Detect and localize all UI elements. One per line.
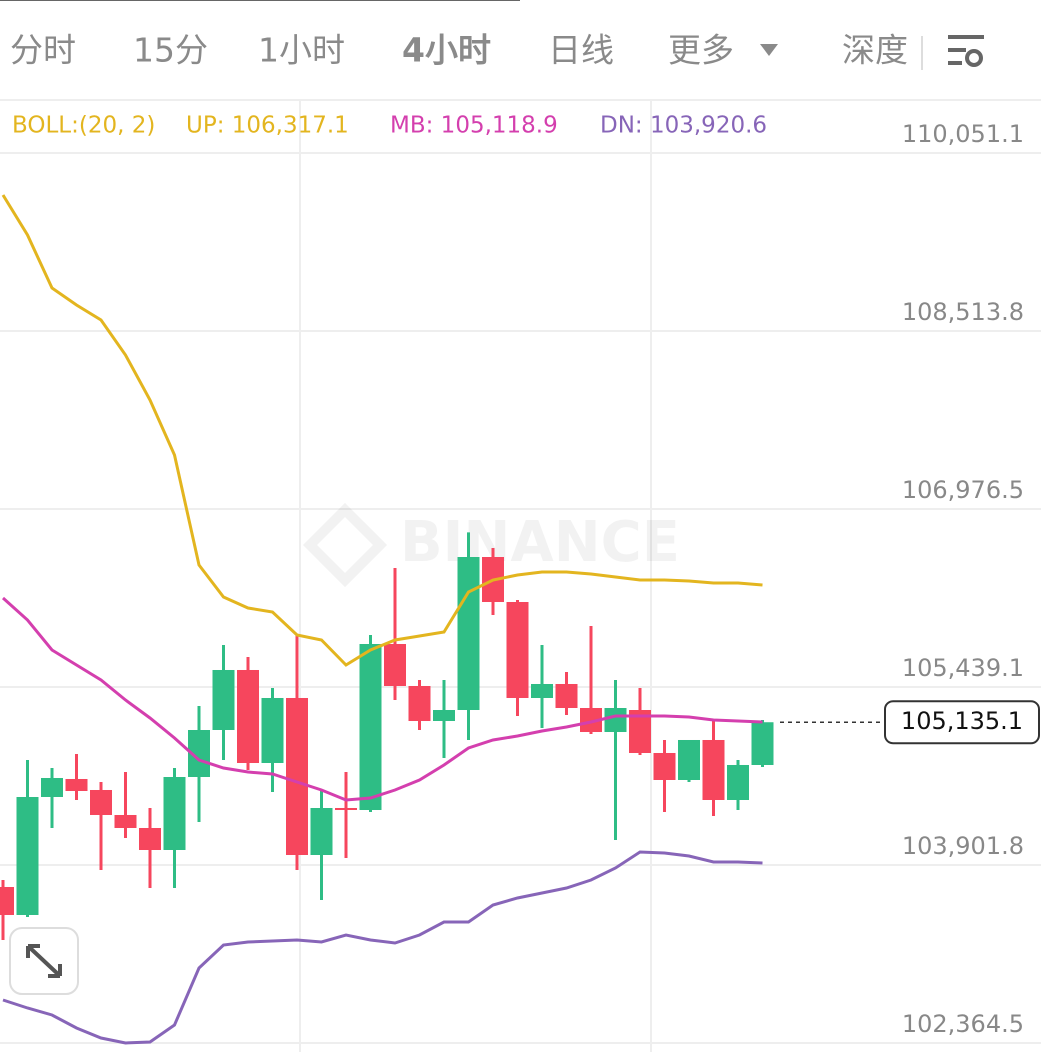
y-tick-label: 108,513.8 bbox=[902, 298, 1024, 326]
tab[interactable]: 1小时 bbox=[258, 31, 345, 70]
watermark-logo bbox=[302, 502, 388, 588]
candle-body bbox=[604, 707, 627, 733]
legend-entry: MB: 105,118.9 bbox=[390, 113, 558, 139]
y-tick-label: 105,439.1 bbox=[902, 654, 1024, 682]
candle-body bbox=[139, 827, 161, 850]
candle-body bbox=[702, 739, 725, 800]
boll-line bbox=[1, 194, 763, 667]
last-price-label: 105,135.1 bbox=[901, 707, 1023, 735]
legend-entry: UP: 106,317.1 bbox=[186, 113, 349, 139]
watermark: BINANCE bbox=[400, 510, 680, 575]
candle-body bbox=[188, 730, 210, 778]
y-tick-label: 106,976.5 bbox=[902, 476, 1024, 504]
candle-body bbox=[163, 777, 186, 850]
dropdown-arrow bbox=[760, 44, 778, 56]
candle-body bbox=[212, 669, 235, 731]
tab-bar: 分时 15分 1小时 4小时 日线 更多 深度 bbox=[0, 31, 1041, 101]
candle-body bbox=[237, 669, 259, 764]
expand-icon bbox=[26, 944, 62, 978]
candle-body bbox=[555, 683, 578, 708]
tab[interactable]: 更多 bbox=[668, 31, 734, 70]
boll-line bbox=[2, 850, 763, 1045]
candle-body bbox=[751, 722, 774, 765]
candle-body bbox=[335, 807, 357, 811]
y-tick-label: 102,364.5 bbox=[902, 1010, 1024, 1038]
tab[interactable]: 15分 bbox=[133, 31, 208, 70]
candle-body bbox=[457, 557, 480, 711]
candle-body bbox=[727, 764, 749, 800]
candle-body bbox=[408, 685, 431, 722]
tab[interactable]: 分时 bbox=[10, 31, 76, 70]
candle-body bbox=[114, 814, 137, 828]
candle-body bbox=[653, 752, 676, 780]
indicator-label: BOLL:(20, 2) bbox=[12, 113, 155, 139]
tab[interactable]: 日线 bbox=[548, 31, 614, 70]
candle-body bbox=[678, 739, 700, 780]
candle-body bbox=[506, 602, 529, 698]
candle-body bbox=[41, 777, 63, 797]
candle-body bbox=[261, 697, 284, 764]
tab[interactable]: 4小时 bbox=[402, 31, 491, 70]
candle-body bbox=[65, 778, 88, 792]
y-tick-label: 103,901.8 bbox=[902, 832, 1024, 860]
legend-entry: DN: 103,920.6 bbox=[600, 113, 767, 139]
y-tick-label: 110,051.1 bbox=[902, 120, 1024, 148]
candle-body bbox=[629, 710, 651, 753]
candle-body bbox=[90, 789, 112, 815]
candle-body bbox=[16, 796, 39, 915]
candle-body bbox=[531, 683, 553, 698]
tab[interactable]: 深度 bbox=[842, 31, 908, 70]
candle-body bbox=[286, 697, 308, 855]
candle-body bbox=[310, 807, 333, 855]
candle-body bbox=[580, 707, 602, 733]
candle-body bbox=[359, 644, 382, 811]
candle-body bbox=[433, 710, 455, 722]
candle-body bbox=[384, 644, 406, 686]
candle-body bbox=[0, 886, 14, 915]
boll-line bbox=[1, 596, 763, 802]
settings-icon[interactable] bbox=[948, 35, 984, 67]
legend: BOLL:(20, 2) UP: 106,317.1 MB: 105,118.9… bbox=[12, 113, 767, 139]
last-price-box bbox=[884, 700, 1040, 745]
